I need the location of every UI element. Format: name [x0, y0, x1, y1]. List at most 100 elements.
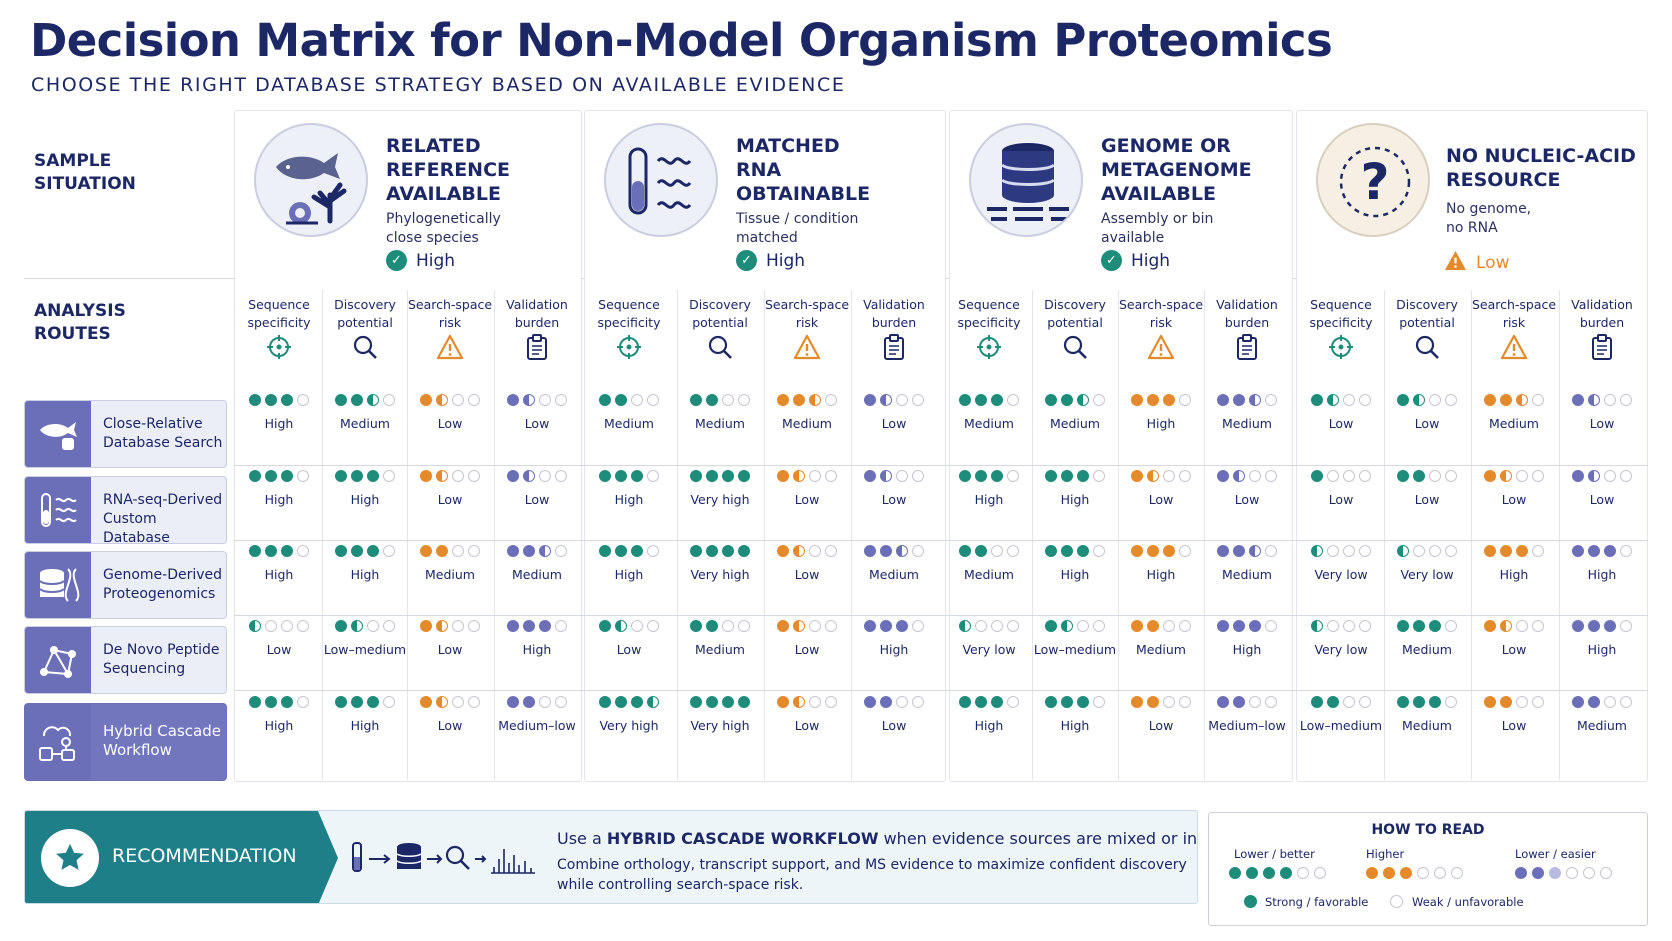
score-dot [1500, 620, 1512, 632]
matrix-cell: Low–medium [322, 620, 408, 657]
score-dot [1532, 394, 1544, 406]
cell-level-label: Medium [1402, 642, 1452, 657]
score-dot [647, 470, 659, 482]
matrix-cell: Low [1471, 470, 1557, 507]
cell-level-label: Low [616, 642, 642, 657]
matrix-cell: Very low [1298, 545, 1384, 582]
matrix-cell: Low [407, 394, 493, 431]
cell-level-label: Low [1501, 642, 1527, 657]
score-dot [1359, 696, 1371, 708]
score-dots [322, 394, 408, 406]
criterion-label: Discovery potential [1044, 297, 1106, 330]
score-dot [599, 470, 611, 482]
legend-scale-teal: Lower / better [1234, 847, 1315, 861]
score-dots [1118, 620, 1204, 632]
score-dot [1343, 394, 1355, 406]
score-dots [1471, 620, 1557, 632]
score-dots [677, 470, 763, 482]
score-dot [722, 696, 734, 708]
how-to-read-legend: HOW TO READ Lower / better Higher Lower … [1208, 812, 1648, 926]
cell-level-label: Low [524, 492, 550, 507]
score-dot [1588, 394, 1600, 406]
score-dots [1471, 470, 1557, 482]
situation-evidence-level: Low [1444, 250, 1509, 276]
page-subtitle: CHOOSE THE RIGHT DATABASE STRATEGY BASED… [31, 74, 846, 96]
row-divider [234, 690, 1648, 691]
score-dot [335, 620, 347, 632]
score-dot [825, 470, 837, 482]
score-dot [1343, 470, 1355, 482]
cell-level-label: Medium [604, 416, 654, 431]
score-dot [809, 470, 821, 482]
matrix-cell: Very high [586, 696, 672, 733]
route-1[interactable]: Close-Relative Database Search [24, 400, 227, 468]
fish-database-icon [25, 401, 91, 467]
score-dots [764, 470, 850, 482]
score-dot [335, 545, 347, 557]
matrix-cell: Low [764, 470, 850, 507]
score-dot [1311, 394, 1323, 406]
legend-dot [1549, 867, 1561, 879]
magnifier-icon [706, 333, 734, 361]
star-icon [41, 829, 99, 887]
magnifier-icon [1413, 333, 1441, 361]
cell-level-label: High [614, 567, 644, 582]
score-dots [851, 470, 937, 482]
cell-level-label: Very high [599, 718, 659, 733]
legend-dot [1566, 867, 1578, 879]
score-dot [631, 545, 643, 557]
cell-level-label: Very low [1400, 567, 1454, 582]
matrix-cell: Low [1384, 394, 1470, 431]
score-dot [991, 394, 1003, 406]
workflow-flow-icon [347, 837, 537, 885]
score-dots [1032, 696, 1118, 708]
cell-level-label: High [1146, 416, 1176, 431]
score-dot [1217, 470, 1229, 482]
score-dot [249, 620, 261, 632]
legend-scale-orange: Higher [1366, 847, 1405, 861]
route-3[interactable]: Genome-Derived Proteogenomics [24, 551, 227, 619]
score-dots [407, 696, 493, 708]
cell-level-label: High [1146, 567, 1176, 582]
score-dot [1007, 394, 1019, 406]
magnifier-icon [351, 333, 379, 361]
criterion-label: Validation burden [506, 297, 568, 330]
score-dots [1204, 696, 1290, 708]
matrix-cell: High [236, 545, 322, 582]
score-dot [1147, 545, 1159, 557]
route-5[interactable]: Hybrid Cascade Workflow [24, 703, 227, 781]
warning-icon [1147, 333, 1175, 361]
matrix-cell: High [1559, 545, 1645, 582]
score-dot [249, 394, 261, 406]
score-dot [738, 696, 750, 708]
matrix-cell: Low [1384, 470, 1470, 507]
score-dots [1204, 545, 1290, 557]
matrix-cell: High [1032, 696, 1118, 733]
score-dots [677, 545, 763, 557]
score-dot [880, 394, 892, 406]
route-2[interactable]: RNA-seq-Derived Custom Database [24, 476, 227, 544]
matrix-cell: Low [494, 470, 580, 507]
cell-level-label: Very low [1314, 642, 1368, 657]
situation-title: RELATED REFERENCE AVAILABLE [386, 135, 511, 205]
database-icon [969, 123, 1083, 237]
score-dots [677, 620, 763, 632]
route-4[interactable]: De Novo Peptide Sequencing [24, 626, 227, 694]
score-dot [647, 696, 659, 708]
score-dot [1516, 620, 1528, 632]
cell-level-label: High [1060, 718, 1090, 733]
score-dots [851, 696, 937, 708]
score-dot [706, 620, 718, 632]
column-divider [407, 290, 408, 780]
score-dot [523, 470, 535, 482]
score-dot [1572, 470, 1584, 482]
score-dot [1007, 545, 1019, 557]
criterion-label: Validation burden [1571, 297, 1633, 330]
score-dot [1445, 696, 1457, 708]
cell-level-label: High [1232, 642, 1262, 657]
score-dot [383, 470, 395, 482]
score-dot [631, 696, 643, 708]
crosshair-icon [265, 333, 293, 361]
column-divider [1559, 290, 1560, 780]
score-dot [880, 470, 892, 482]
